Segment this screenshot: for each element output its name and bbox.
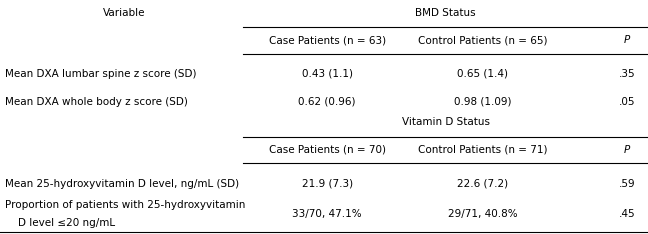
Text: Vitamin D Status: Vitamin D Status [402,117,489,127]
Text: 33/70, 47.1%: 33/70, 47.1% [292,209,362,219]
Text: D level ≤20 ng/mL: D level ≤20 ng/mL [18,218,115,228]
Text: .35: .35 [619,69,636,79]
Text: BMD Status: BMD Status [415,8,476,18]
Text: P: P [624,145,631,155]
Text: Variable: Variable [103,8,145,18]
Text: 0.43 (1.1): 0.43 (1.1) [302,69,353,79]
Text: 0.98 (1.09): 0.98 (1.09) [454,97,511,107]
Text: Control Patients (n = 65): Control Patients (n = 65) [418,35,548,45]
Text: 0.65 (1.4): 0.65 (1.4) [457,69,508,79]
Text: Mean DXA whole body z score (SD): Mean DXA whole body z score (SD) [5,97,188,107]
Text: Control Patients (n = 71): Control Patients (n = 71) [418,145,548,155]
Text: .05: .05 [619,97,636,107]
Text: Mean 25-hydroxyvitamin D level, ng/mL (SD): Mean 25-hydroxyvitamin D level, ng/mL (S… [5,179,239,189]
Text: 21.9 (7.3): 21.9 (7.3) [302,179,353,189]
Text: .45: .45 [619,209,636,219]
Text: .59: .59 [619,179,636,189]
Text: 0.62 (0.96): 0.62 (0.96) [299,97,356,107]
Text: 22.6 (7.2): 22.6 (7.2) [457,179,508,189]
Text: 29/71, 40.8%: 29/71, 40.8% [448,209,518,219]
Text: Mean DXA lumbar spine z score (SD): Mean DXA lumbar spine z score (SD) [5,69,197,79]
Text: Case Patients (n = 70): Case Patients (n = 70) [269,145,386,155]
Text: P: P [624,35,631,45]
Text: Proportion of patients with 25-hydroxyvitamin: Proportion of patients with 25-hydroxyvi… [5,200,246,210]
Text: Case Patients (n = 63): Case Patients (n = 63) [269,35,386,45]
